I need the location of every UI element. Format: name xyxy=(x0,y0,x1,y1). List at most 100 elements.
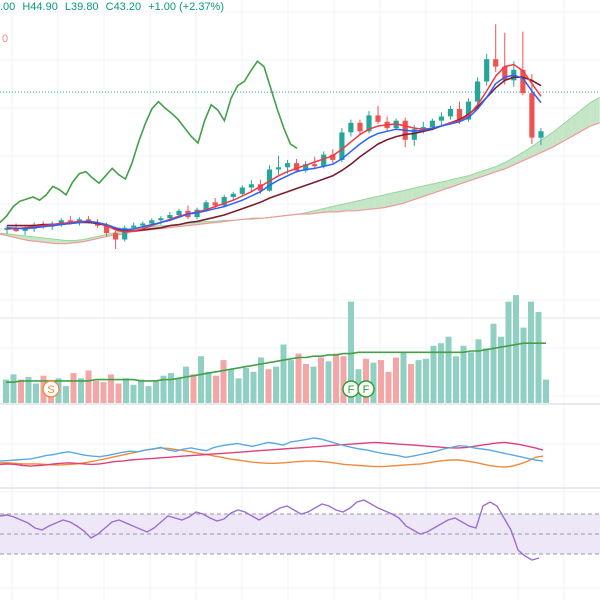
candle-body xyxy=(158,218,164,221)
volume-bar xyxy=(63,386,69,403)
volume-bar xyxy=(505,301,512,403)
volume-bar xyxy=(453,356,459,403)
candle-body xyxy=(502,66,508,81)
candle-body xyxy=(493,59,499,67)
candle-body xyxy=(266,169,273,191)
candle-body xyxy=(529,93,535,138)
cloud-span-a xyxy=(0,96,600,241)
pink-oscillator-line xyxy=(0,441,544,467)
signal-marker: F xyxy=(342,380,360,398)
signal-marker-label: F xyxy=(348,384,355,396)
volume-bar xyxy=(138,379,144,403)
volume-bar xyxy=(520,327,527,403)
candle-body xyxy=(321,154,327,167)
signal-marker: S xyxy=(42,380,60,398)
cloud-segment xyxy=(421,184,431,197)
cloud-segment xyxy=(402,188,413,204)
rsi-pane[interactable] xyxy=(0,499,600,561)
signal-marker-label: F xyxy=(363,384,370,396)
volume-bar xyxy=(445,336,452,403)
volume-bar xyxy=(100,382,107,403)
left-tick-label: 0 xyxy=(2,33,9,45)
volume-bar xyxy=(70,373,77,403)
volume-bar xyxy=(303,364,309,403)
volume-bar xyxy=(145,386,152,403)
candle-body xyxy=(538,131,544,138)
oscillator-pane[interactable] xyxy=(0,437,544,468)
volume-bar xyxy=(18,379,24,403)
candle-body xyxy=(411,129,417,140)
cloud-segment xyxy=(590,97,600,126)
candle-body xyxy=(438,116,444,121)
candle-body xyxy=(475,81,481,102)
volume-bar xyxy=(183,366,189,403)
cloud-segment xyxy=(412,186,422,201)
price-pane[interactable] xyxy=(0,24,600,249)
volume-bar xyxy=(423,358,429,403)
candle-body xyxy=(357,122,363,132)
base-line xyxy=(7,63,542,233)
candle-body xyxy=(284,163,291,168)
volume-bar xyxy=(10,374,17,403)
volume-bar xyxy=(243,367,249,403)
volume-bar xyxy=(490,323,497,403)
cloud-segment xyxy=(384,192,394,208)
volume-bar xyxy=(348,301,354,403)
cloud-segment xyxy=(18,235,29,241)
volume-bar xyxy=(543,379,549,403)
candle-body xyxy=(339,132,345,160)
candle-body xyxy=(520,69,526,94)
volume-bar xyxy=(258,357,264,403)
volume-bar xyxy=(325,361,332,403)
volume-bar xyxy=(393,357,399,403)
blue-oscillator-line xyxy=(0,437,544,462)
volume-bar xyxy=(175,378,182,403)
candle-body xyxy=(447,109,454,117)
volume-bar xyxy=(250,371,257,403)
volume-bar xyxy=(483,348,489,403)
low-value: L39.80 xyxy=(64,1,99,13)
candle-body xyxy=(212,202,218,206)
candle-body xyxy=(67,220,73,223)
volume-bar xyxy=(33,383,39,403)
volume-bar xyxy=(318,357,324,403)
candle-body xyxy=(239,187,245,194)
candle-body xyxy=(248,184,254,188)
cloud-segment xyxy=(571,110,581,137)
signal-marker-circle xyxy=(42,380,60,398)
high-value: H44.90 xyxy=(22,1,58,13)
candle-body xyxy=(131,225,137,228)
cloud-segment xyxy=(346,201,357,211)
signal-marker-label: S xyxy=(47,384,54,396)
rsi-band-fill xyxy=(0,514,600,554)
candle-body xyxy=(312,164,318,167)
volume-bar xyxy=(3,379,9,403)
candle-body xyxy=(122,227,128,240)
lagging-span-line xyxy=(0,60,298,224)
candle-body xyxy=(456,109,463,120)
candle-body xyxy=(22,228,28,231)
candle-body xyxy=(429,120,435,128)
volume-bar xyxy=(273,366,279,403)
cloud-span-b xyxy=(0,122,600,245)
cloud-segment xyxy=(515,151,525,165)
cloud-segment xyxy=(365,197,375,210)
cloud-segment xyxy=(393,190,403,206)
volume-bar xyxy=(438,343,444,403)
volume-bar xyxy=(378,360,384,403)
volume-ma-line xyxy=(6,342,546,384)
cloud-segment xyxy=(496,162,506,172)
candle-body xyxy=(104,225,110,233)
volume-bar xyxy=(288,360,294,403)
volume-bar xyxy=(213,375,219,403)
volume-bar xyxy=(235,378,242,403)
volume-bar xyxy=(93,380,99,403)
candle-body xyxy=(203,202,209,210)
volume-bar xyxy=(370,362,377,403)
signal-marker-circle xyxy=(357,380,375,398)
candle-body xyxy=(140,223,146,226)
